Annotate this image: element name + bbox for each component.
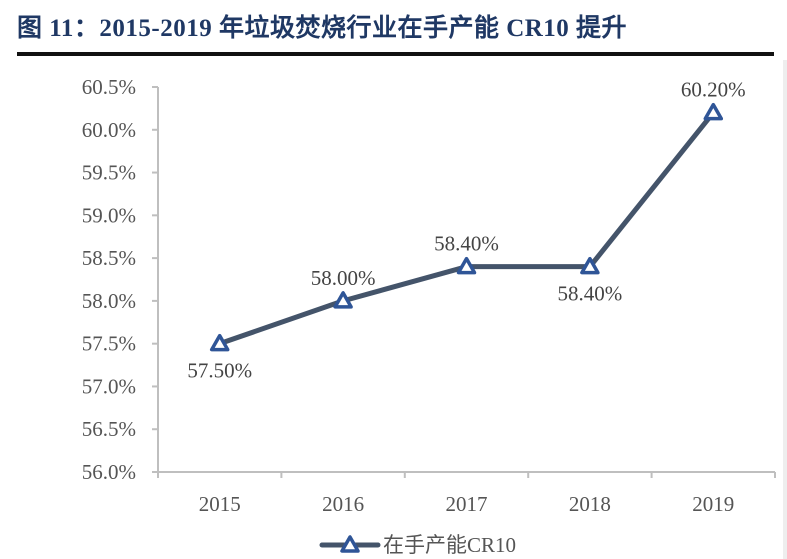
page-edge <box>783 60 787 559</box>
legend-label: 在手产能CR10 <box>383 533 516 557</box>
y-tick-label: 57.0% <box>82 374 136 398</box>
chart-title: 图 11：2015-2019 年垃圾焚烧行业在手产能 CR10 提升 <box>17 15 628 42</box>
y-tick-label: 59.5% <box>82 161 136 185</box>
data-labels: 57.50% 58.00% 58.40% 58.40% 60.20% <box>187 78 745 383</box>
y-tick-label: 58.5% <box>82 246 136 270</box>
data-label: 60.20% <box>681 78 746 102</box>
data-label: 58.40% <box>434 232 499 256</box>
triangle-marker-icon <box>209 333 230 352</box>
y-tick-label: 57.5% <box>82 332 136 356</box>
y-tick-label: 59.0% <box>82 203 136 227</box>
series-line <box>217 110 716 347</box>
data-label: 58.00% <box>311 266 376 290</box>
y-tick-label: 60.5% <box>82 75 136 99</box>
data-label: 57.50% <box>187 359 252 383</box>
triangle-marker-icon <box>333 291 353 309</box>
y-tick-label: 58.0% <box>82 289 136 313</box>
x-tick-label: 2017 <box>446 492 488 516</box>
y-tick-label: 60.0% <box>82 118 136 142</box>
series-markers <box>209 102 724 352</box>
x-tick-label: 2019 <box>692 492 734 516</box>
y-tick-label: 56.0% <box>82 460 136 484</box>
triangle-marker-icon <box>580 256 600 275</box>
triangle-marker-icon <box>456 256 477 275</box>
x-tick-label: 2018 <box>569 492 611 516</box>
series-line-path <box>217 110 716 347</box>
y-axis-ticks: 56.0% 56.5% 57.0% 57.5% 58.0% 58.5% 59.0% 59.5%… <box>82 75 158 484</box>
triangle-marker-icon <box>703 102 724 121</box>
x-tick-label: 2016 <box>322 492 364 516</box>
data-label: 58.40% <box>558 282 623 306</box>
y-tick-label: 56.5% <box>82 417 136 441</box>
legend-triangle-icon <box>340 535 360 553</box>
x-tick-label: 2015 <box>199 492 241 516</box>
x-axis-ticks: 2015 2016 2017 2018 2019 <box>157 472 776 516</box>
axes <box>157 87 775 473</box>
title-underline <box>17 52 774 56</box>
legend: 在手产能CR10 <box>319 533 516 557</box>
